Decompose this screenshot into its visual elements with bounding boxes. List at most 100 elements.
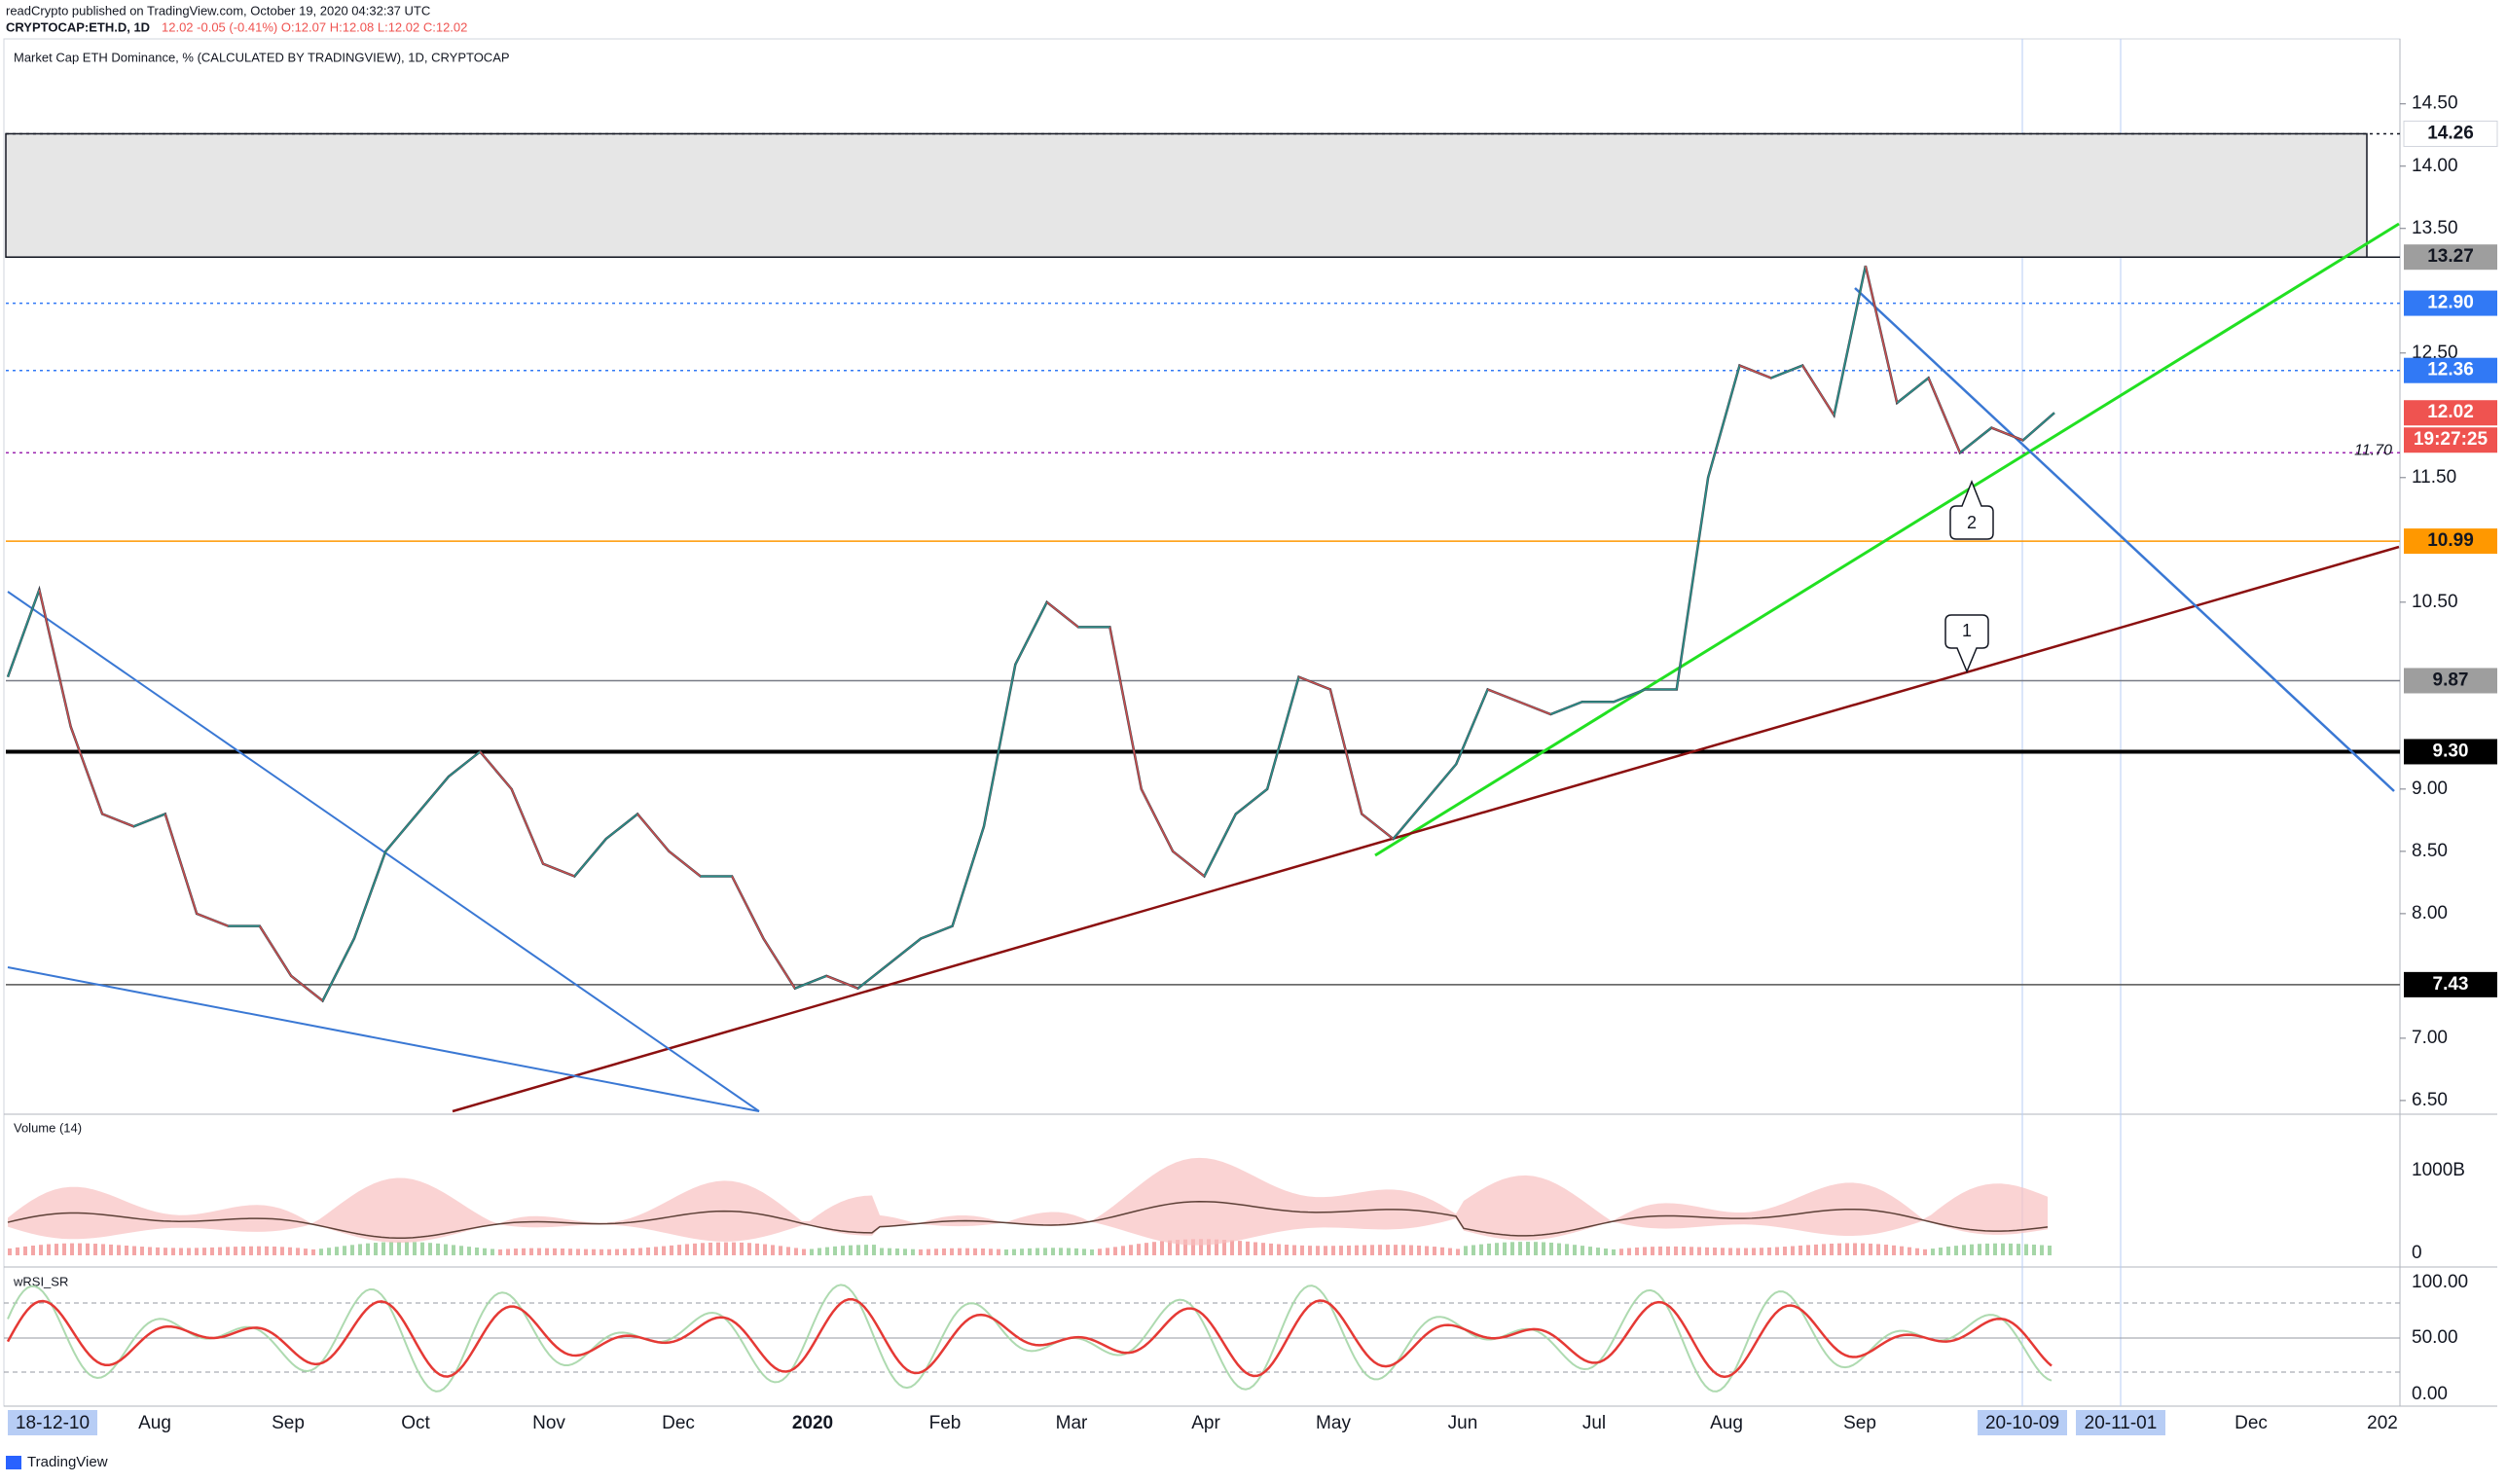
volume-bar xyxy=(366,1243,370,1255)
volume-bar xyxy=(1028,1248,1032,1255)
volume-bar xyxy=(1853,1243,1857,1255)
brand-icon xyxy=(6,1456,21,1469)
price-label: 9.87 xyxy=(2433,670,2469,690)
volume-bar xyxy=(47,1244,51,1255)
volume-bar xyxy=(2040,1245,2044,1255)
price-segment-color xyxy=(1266,676,1300,790)
volume-bar xyxy=(179,1248,183,1255)
volume-bar xyxy=(1557,1243,1561,1255)
volume-bar xyxy=(1238,1241,1242,1255)
price-segment-color xyxy=(448,750,481,778)
trend-line xyxy=(7,966,760,1112)
volume-bar xyxy=(70,1243,74,1255)
volume-ma xyxy=(7,1201,2049,1240)
volume-bar xyxy=(1869,1243,1872,1255)
volume-bar xyxy=(296,1248,300,1255)
x-label-box xyxy=(8,1410,97,1435)
volume-bar xyxy=(156,1247,160,1255)
volume-bar xyxy=(288,1247,292,1255)
volume-bar xyxy=(1946,1247,1950,1255)
volume-bar xyxy=(1697,1247,1701,1255)
volume-bar xyxy=(584,1249,588,1255)
volume-bar xyxy=(2024,1244,2028,1255)
volume-bar xyxy=(1440,1247,1444,1255)
rsi-title: wRSI_SR xyxy=(13,1274,68,1288)
volume-bar xyxy=(1098,1249,1102,1255)
callout-label: 2 xyxy=(1967,513,1977,532)
volume-bar xyxy=(86,1243,90,1255)
volume-bar xyxy=(475,1247,479,1255)
volume-bar xyxy=(1510,1242,1514,1255)
volume-bar xyxy=(1736,1248,1740,1255)
price-label-box xyxy=(2404,528,2497,555)
volume-bar xyxy=(1479,1244,1483,1255)
volume-bar xyxy=(1900,1246,1904,1255)
price-segment-color xyxy=(605,813,638,840)
volume-bar xyxy=(592,1249,596,1255)
volume-bar xyxy=(1658,1246,1662,1255)
volume-bar xyxy=(39,1245,43,1255)
volume-bar xyxy=(1269,1243,1273,1255)
volume-bar xyxy=(1612,1249,1616,1255)
callout-label: 1 xyxy=(1962,621,1972,640)
volume-bar xyxy=(1012,1249,1016,1255)
volume-bar xyxy=(1425,1246,1429,1255)
volume-bar xyxy=(1845,1243,1849,1255)
volume-bar xyxy=(545,1248,549,1255)
volume-bar xyxy=(1160,1241,1164,1255)
price-segment-color xyxy=(951,826,985,926)
volume-bar xyxy=(1082,1249,1086,1255)
volume-bar xyxy=(662,1246,666,1255)
volume-bar xyxy=(1339,1246,1343,1255)
y-tick-label: 8.50 xyxy=(2412,841,2448,861)
price-segment-color xyxy=(353,851,386,939)
price-segment-color xyxy=(1991,426,2023,442)
volume-bar xyxy=(1728,1248,1732,1255)
volume-bar xyxy=(1837,1243,1841,1255)
price-segment-color xyxy=(825,975,858,990)
y-tick-label: 13.50 xyxy=(2412,218,2458,238)
y-tick-label: 14.50 xyxy=(2412,93,2458,114)
x-tick-label: 2020 xyxy=(792,1413,833,1433)
volume-bar xyxy=(981,1248,985,1255)
volume-bar xyxy=(1814,1244,1818,1255)
volume-bar xyxy=(919,1249,923,1255)
volume-bar xyxy=(1059,1248,1063,1255)
volume-bar xyxy=(195,1248,199,1255)
volume-bar xyxy=(1915,1248,1919,1255)
volume-bar xyxy=(537,1248,541,1255)
volume-bar xyxy=(171,1248,175,1255)
volume-bar xyxy=(397,1242,401,1255)
price-segment-color xyxy=(1298,675,1331,691)
price-segment-color xyxy=(290,975,324,1002)
volume-bar xyxy=(335,1247,339,1255)
volume-bar xyxy=(117,1245,121,1255)
volume-bar xyxy=(1892,1245,1896,1255)
price-label-box xyxy=(2403,120,2498,147)
resistance-zone xyxy=(5,132,2368,258)
price-segment-color xyxy=(1108,627,1143,790)
volume-bar xyxy=(1705,1247,1709,1255)
rsi-tick: 50.00 xyxy=(2412,1327,2458,1348)
volume-bar xyxy=(514,1249,518,1255)
volume-bar xyxy=(576,1249,580,1255)
volume-bar xyxy=(1830,1243,1834,1255)
volume-bar xyxy=(1067,1248,1071,1255)
volume-bar xyxy=(101,1244,105,1255)
volume-tick: 0 xyxy=(2412,1243,2422,1263)
price-segment-color xyxy=(1927,378,1961,453)
volume-bar xyxy=(1300,1245,1304,1255)
volume-bar xyxy=(701,1243,705,1255)
price-segment-color xyxy=(7,589,41,677)
volume-bar xyxy=(786,1247,790,1255)
volume-bar xyxy=(2001,1243,2005,1255)
volume-bar xyxy=(1176,1240,1180,1255)
x-tick-label: 18-12-10 xyxy=(16,1413,90,1433)
volume-bar xyxy=(1324,1246,1327,1255)
volume-bar xyxy=(1401,1245,1405,1255)
volume-bar xyxy=(1043,1248,1047,1255)
volume-bar xyxy=(1985,1243,1989,1255)
price-segment-color xyxy=(1770,364,1803,380)
volume-bar xyxy=(1791,1246,1795,1255)
